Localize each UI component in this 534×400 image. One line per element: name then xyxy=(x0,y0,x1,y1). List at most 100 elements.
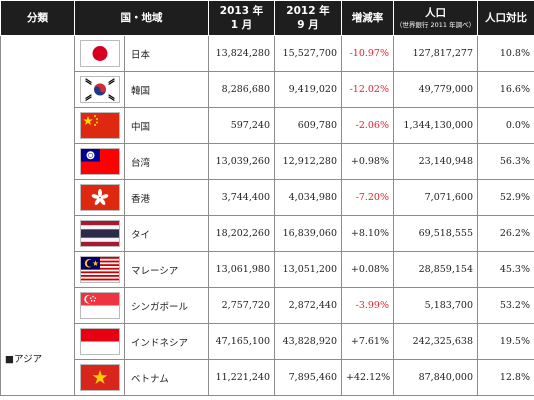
population: 1,344,130,000 xyxy=(393,107,478,144)
table-row: マレーシア 13,061,980 13,051,200 +0.08% 28,859,15… xyxy=(1,251,534,288)
header-ratio: 人口対比 xyxy=(477,0,534,36)
population-ratio: 26.2% xyxy=(477,215,534,252)
change-rate: -7.20% xyxy=(341,179,394,216)
country-name: 韓国 xyxy=(124,71,209,108)
table-row: 台湾 13,039,260 12,912,280 +0.98% 23,140,948 56… xyxy=(1,143,534,180)
table-row: インドネシア 47,165,100 43,828,920 +7.61% 242,325,… xyxy=(1,323,534,360)
change-rate: -10.97% xyxy=(341,35,394,72)
flag-cell xyxy=(74,215,125,252)
visitors-2013-jan: 47,165,100 xyxy=(208,323,275,360)
visitors-2012-sep: 2,872,440 xyxy=(274,287,342,324)
china-flag-icon xyxy=(79,112,120,139)
change-rate: +8.10% xyxy=(341,215,394,252)
header-rate: 増減率 xyxy=(341,0,394,36)
country-name: インドネシア xyxy=(124,323,209,360)
visitors-2013-jan: 18,202,260 xyxy=(208,215,275,252)
japan-flag-icon xyxy=(79,40,120,67)
population-ratio: 52.9% xyxy=(477,179,534,216)
visitors-2012-sep: 43,828,920 xyxy=(274,323,342,360)
visitors-2013-jan: 13,824,280 xyxy=(208,35,275,72)
population-ratio: 19.5% xyxy=(477,323,534,360)
indonesia-flag-icon xyxy=(79,328,120,355)
table-row: タイ 18,202,260 16,839,060 +8.10% 69,518,555 26… xyxy=(1,215,534,252)
change-rate: +0.98% xyxy=(341,143,394,180)
visitors-2013-jan: 3,744,400 xyxy=(208,179,275,216)
singapore-flag-icon xyxy=(79,292,120,319)
population: 23,140,948 xyxy=(393,143,478,180)
visitors-2013-jan: 8,286,680 xyxy=(208,71,275,108)
region-label: ■アジア xyxy=(0,35,75,396)
visitors-2012-sep: 9,419,020 xyxy=(274,71,342,108)
visitors-2013-jan: 2,757,720 xyxy=(208,287,275,324)
table-row: ベトナム 11,221,240 7,895,460 +42.12% 87,840,000… xyxy=(1,359,534,396)
visitors-2013-jan: 13,039,260 xyxy=(208,143,275,180)
change-rate: -12.02% xyxy=(341,71,394,108)
hongkong-flag-icon xyxy=(79,184,120,211)
change-rate: -2.06% xyxy=(341,107,394,144)
country-name: ベトナム xyxy=(124,359,209,396)
flag-cell xyxy=(74,143,125,180)
population-ratio: 10.8% xyxy=(477,35,534,72)
country-name: 台湾 xyxy=(124,143,209,180)
population: 28,859,154 xyxy=(393,251,478,288)
country-name: 日本 xyxy=(124,35,209,72)
flag-cell xyxy=(74,359,125,396)
population-ratio: 12.8% xyxy=(477,359,534,396)
visitors-2012-sep: 15,527,700 xyxy=(274,35,342,72)
population: 127,817,277 xyxy=(393,35,478,72)
visitors-2013-jan: 11,221,240 xyxy=(208,359,275,396)
table-row: 韓国 8,286,680 9,419,020 -12.02% 49,779,000 16.… xyxy=(1,71,534,108)
thailand-flag-icon xyxy=(79,220,120,247)
country-name: マレーシア xyxy=(124,251,209,288)
population-ratio: 0.0% xyxy=(477,107,534,144)
change-rate: +42.12% xyxy=(341,359,394,396)
country-name: 中国 xyxy=(124,107,209,144)
population-ratio: 53.2% xyxy=(477,287,534,324)
population: 242,325,638 xyxy=(393,323,478,360)
country-name: タイ xyxy=(124,215,209,252)
table-row: 香港 3,744,400 4,034,980 -7.20% 7,071,600 52.9% xyxy=(1,179,534,216)
visitors-2013-jan: 13,061,980 xyxy=(208,251,275,288)
korea-flag-icon xyxy=(79,76,120,103)
change-rate: -3.99% xyxy=(341,287,394,324)
table-row: 中国 597,240 609,780 -2.06% 1,344,130,000 0.0% xyxy=(1,107,534,144)
visitors-2012-sep: 7,895,460 xyxy=(274,359,342,396)
flag-cell xyxy=(74,35,125,72)
change-rate: +7.61% xyxy=(341,323,394,360)
table-row: ■アジア 日本 13,824,280 15,527,700 -10.97% 127,817… xyxy=(0,35,534,396)
population-ratio: 56.3% xyxy=(477,143,534,180)
visitors-2012-sep: 609,780 xyxy=(274,107,342,144)
population: 87,840,000 xyxy=(393,359,478,396)
population: 7,071,600 xyxy=(393,179,478,216)
country-name: 香港 xyxy=(124,179,209,216)
population-ratio: 16.6% xyxy=(477,71,534,108)
flag-cell xyxy=(74,287,125,324)
change-rate: +0.08% xyxy=(341,251,394,288)
table-row: シンガポール 2,757,720 2,872,440 -3.99% 5,183,700 5… xyxy=(1,287,534,324)
visitors-2012-sep: 16,839,060 xyxy=(274,215,342,252)
header-category: 分類 xyxy=(0,0,75,36)
population: 49,779,000 xyxy=(393,71,478,108)
population-ratio: 45.3% xyxy=(477,251,534,288)
visitors-2012-sep: 12,912,280 xyxy=(274,143,342,180)
visitors-2012-sep: 4,034,980 xyxy=(274,179,342,216)
malaysia-flag-icon xyxy=(79,256,120,283)
vietnam-flag-icon xyxy=(79,364,120,391)
visitors-2013-jan: 597,240 xyxy=(208,107,275,144)
flag-cell xyxy=(74,107,125,144)
flag-cell xyxy=(74,71,125,108)
flag-cell xyxy=(74,323,125,360)
header-population: 人口 （世界銀行 2011 年調べ） xyxy=(393,0,478,36)
taiwan-flag-icon xyxy=(79,148,120,175)
visitors-2012-sep: 13,051,200 xyxy=(274,251,342,288)
population: 5,183,700 xyxy=(393,287,478,324)
header-country: 国・地域 xyxy=(74,0,209,36)
flag-cell xyxy=(74,179,125,216)
flag-cell xyxy=(74,251,125,288)
population: 69,518,555 xyxy=(393,215,478,252)
country-name: シンガポール xyxy=(124,287,209,324)
